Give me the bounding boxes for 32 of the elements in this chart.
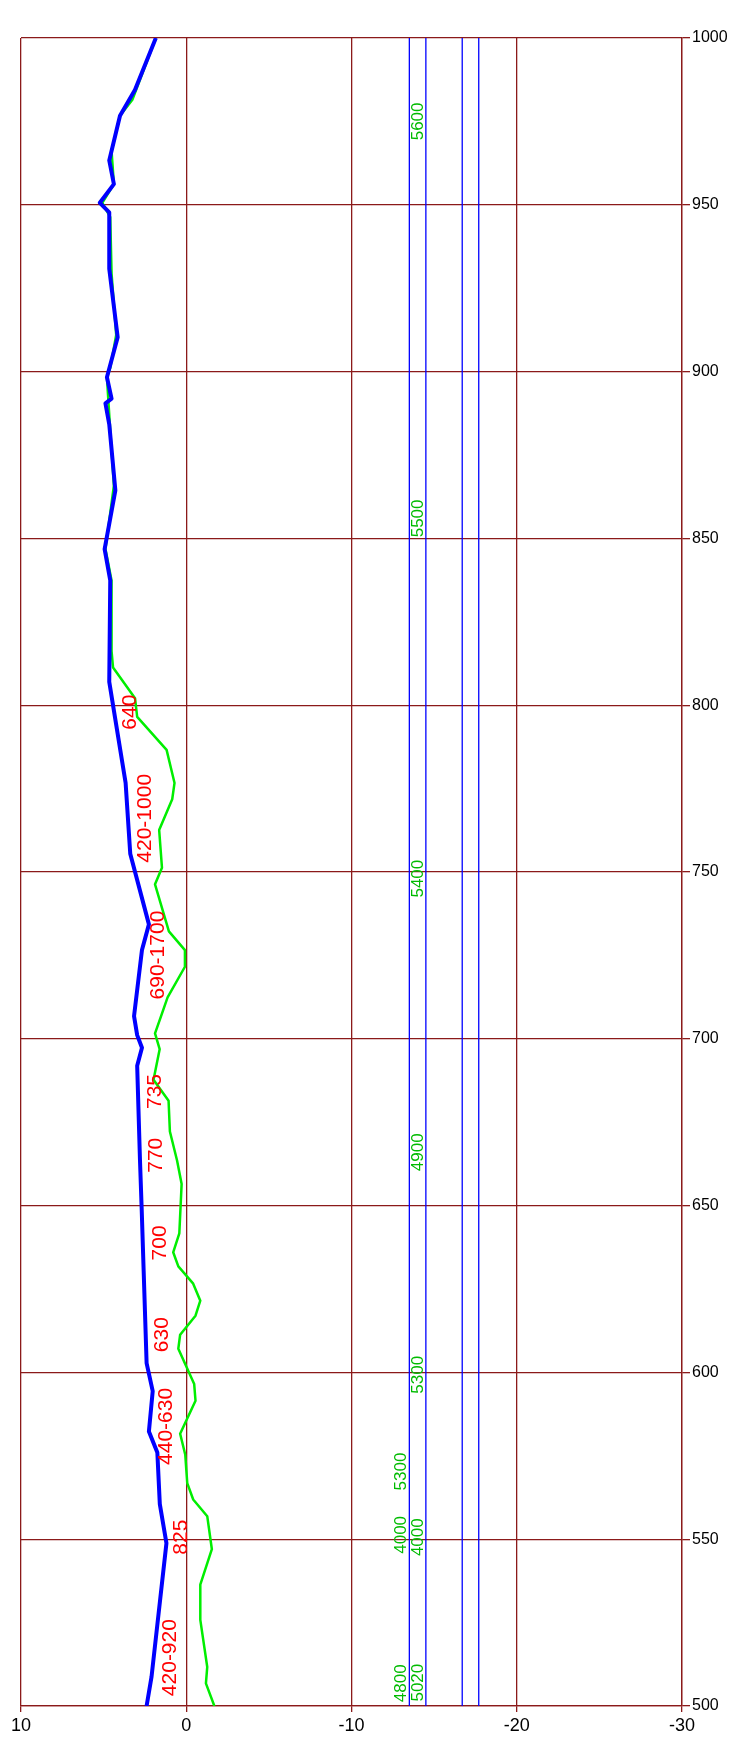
annotation: 4900 <box>407 1133 427 1172</box>
annotation: 5300 <box>391 1452 411 1491</box>
annotation: 770 <box>143 1137 167 1173</box>
annotation: 825 <box>168 1519 192 1555</box>
annotation: 735 <box>141 1073 165 1110</box>
annotation: 5400 <box>407 859 427 898</box>
y-tick-label: 800 <box>692 695 719 713</box>
y-tick-label: 650 <box>692 1196 719 1214</box>
x-tick-label: -30 <box>668 1714 696 1735</box>
x-tick-label: -10 <box>338 1714 365 1735</box>
annotation: 700 <box>146 1225 170 1261</box>
annotation: 640 <box>116 694 140 730</box>
annotation: 420-1000 <box>131 773 155 863</box>
annotation: 5300 <box>407 1355 427 1394</box>
y-tick-label: 600 <box>692 1362 719 1380</box>
y-tick-label: 750 <box>692 862 719 880</box>
y-tick-label: 550 <box>692 1529 719 1547</box>
annotation: 5600 <box>407 102 427 141</box>
y-tick-label: 1000 <box>692 28 728 46</box>
annotation: 630 <box>149 1317 173 1353</box>
y-tick-label: 700 <box>692 1029 719 1047</box>
y-tick-label: 950 <box>692 195 719 213</box>
annotation: 440-630 <box>153 1387 177 1465</box>
x-tick-label: -20 <box>503 1714 530 1735</box>
y-tick-label: 500 <box>692 1696 719 1714</box>
x-tick-label: 0 <box>181 1714 192 1735</box>
y-tick-label: 850 <box>692 528 719 546</box>
y-tick-label: 900 <box>692 362 719 380</box>
x-tick-label: 10 <box>11 1714 32 1735</box>
annotation: 420-920 <box>156 1619 180 1697</box>
annotation: 690-1700 <box>144 910 168 1000</box>
annotation: 5500 <box>407 499 427 538</box>
